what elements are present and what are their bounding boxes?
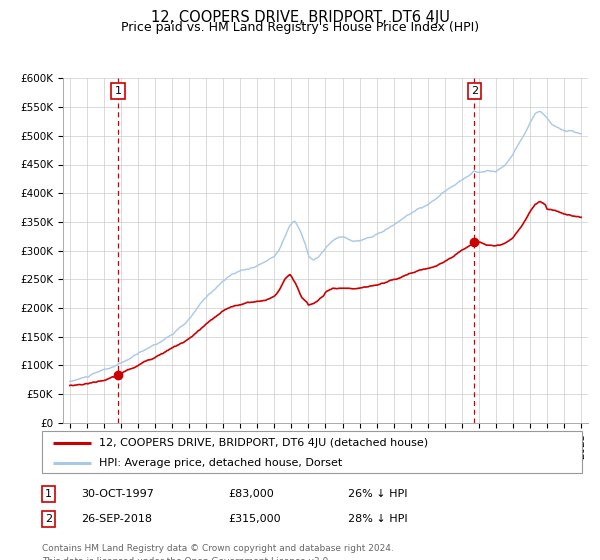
Text: 2: 2 [471,86,478,96]
Text: 26-SEP-2018: 26-SEP-2018 [81,514,152,524]
Text: 12, COOPERS DRIVE, BRIDPORT, DT6 4JU: 12, COOPERS DRIVE, BRIDPORT, DT6 4JU [151,10,449,25]
Text: 1: 1 [115,86,122,96]
Text: Contains HM Land Registry data © Crown copyright and database right 2024.
This d: Contains HM Land Registry data © Crown c… [42,544,394,560]
Text: £315,000: £315,000 [228,514,281,524]
Text: 12, COOPERS DRIVE, BRIDPORT, DT6 4JU (detached house): 12, COOPERS DRIVE, BRIDPORT, DT6 4JU (de… [98,437,428,447]
Text: £83,000: £83,000 [228,489,274,499]
Text: 26% ↓ HPI: 26% ↓ HPI [348,489,407,499]
Text: 30-OCT-1997: 30-OCT-1997 [81,489,154,499]
FancyBboxPatch shape [42,431,582,473]
Text: Price paid vs. HM Land Registry's House Price Index (HPI): Price paid vs. HM Land Registry's House … [121,21,479,34]
Text: 1: 1 [45,489,52,499]
Text: 28% ↓ HPI: 28% ↓ HPI [348,514,407,524]
Text: HPI: Average price, detached house, Dorset: HPI: Average price, detached house, Dors… [98,458,342,468]
Text: 2: 2 [45,514,52,524]
